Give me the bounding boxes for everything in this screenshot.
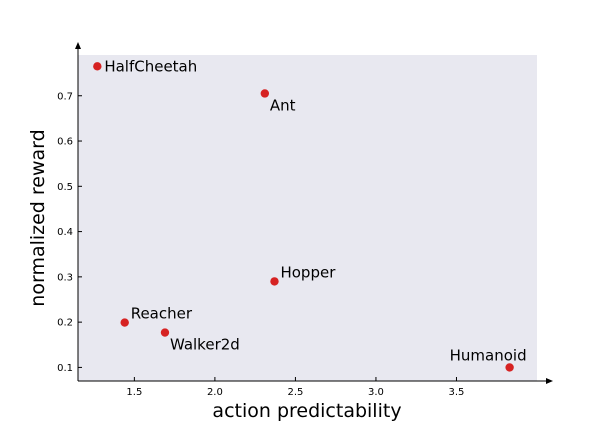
y-tick-label: 0.4 <box>57 227 73 238</box>
x-tick-label: 1.5 <box>126 387 142 398</box>
data-points: HalfCheetah Ant Hopper Reacher Walker2d Human… <box>93 57 527 372</box>
data-point <box>260 89 270 98</box>
y-tick-label: 0.5 <box>57 182 73 193</box>
x-tick-label: 2.0 <box>207 387 223 398</box>
x-axis-ticks: 1.5 2.0 2.5 3.0 3.5 <box>126 377 464 398</box>
data-point <box>120 318 129 327</box>
data-point <box>270 277 279 286</box>
data-point <box>93 62 102 71</box>
y-axis-ticks: 0.1 0.2 0.3 0.4 0.5 0.6 0.7 <box>57 91 82 374</box>
point-label: Hopper <box>280 263 336 281</box>
point-label: Humanoid <box>450 346 527 364</box>
y-axis-arrow <box>75 42 81 49</box>
plot-area <box>78 55 537 381</box>
y-tick-label: 0.7 <box>57 91 73 102</box>
x-axis-label: action predictability <box>212 400 401 422</box>
x-tick-label: 2.5 <box>287 387 303 398</box>
y-tick-label: 0.2 <box>57 318 73 329</box>
data-point <box>160 328 170 337</box>
x-axis-arrow <box>546 378 553 384</box>
point-label: Ant <box>270 96 296 114</box>
x-tick-label: 3.0 <box>368 387 384 398</box>
point-label: Walker2d <box>170 336 240 354</box>
point-label: HalfCheetah <box>104 57 197 75</box>
point-label: Reacher <box>131 305 193 323</box>
x-tick-label: 3.5 <box>449 387 465 398</box>
y-tick-label: 0.3 <box>57 272 73 283</box>
y-axis-label: normalized reward <box>27 129 49 306</box>
y-tick-label: 0.1 <box>57 363 73 374</box>
y-tick-label: 0.6 <box>57 137 73 148</box>
data-point <box>505 363 514 372</box>
